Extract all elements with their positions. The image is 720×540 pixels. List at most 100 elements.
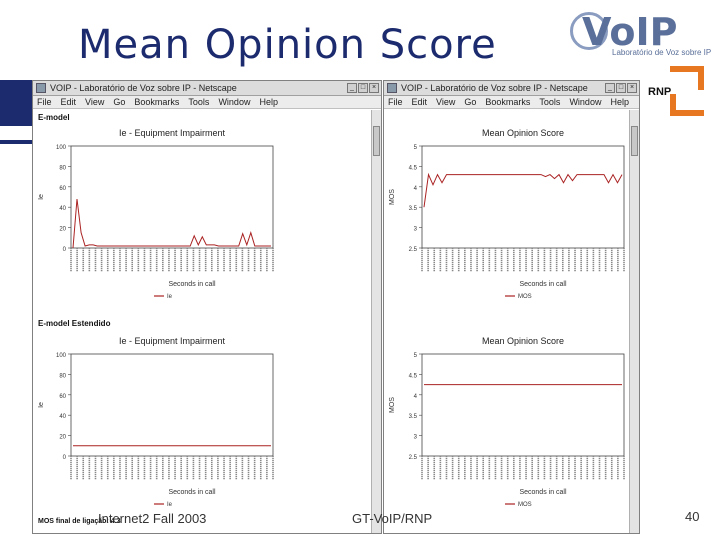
section-label-emodel-extended: E-model Estendido [38, 319, 111, 328]
maximize-button[interactable]: □ [358, 83, 368, 93]
x-axis-label: Seconds in call [168, 281, 216, 288]
menu-help[interactable]: Help [610, 97, 629, 107]
y-tick-label: 4.5 [409, 373, 418, 379]
menu-file[interactable]: File [388, 97, 403, 107]
browser-window-left[interactable]: VOIP - Laboratório de Voz sobre IP - Net… [32, 80, 382, 534]
y-tick-label: 20 [59, 227, 66, 233]
chart-title: Ie - Equipment Impairment [119, 128, 226, 138]
y-axis-label: MOS [389, 189, 396, 205]
y-tick-label: 3.5 [409, 206, 418, 212]
voip-logo-circle [570, 12, 608, 50]
rnp-logo-text: RNP [648, 86, 672, 98]
x-axis-label: Seconds in call [519, 489, 567, 496]
plot-frame [70, 145, 274, 249]
legend-label: Ie [167, 294, 173, 300]
window-titlebar[interactable]: VOIP - Laboratório de Voz sobre IP - Net… [384, 81, 639, 96]
close-button[interactable]: × [369, 83, 379, 93]
y-tick-label: 100 [56, 353, 67, 359]
scrollbar-thumb[interactable] [373, 126, 380, 156]
minimize-button[interactable]: _ [605, 83, 615, 93]
chart-ie-emodel-extended: Ie - Equipment Impairment 100 80 60 40 20 0 Ie S… [38, 336, 274, 508]
footer-event: Internet2 Fall 2003 [98, 511, 207, 526]
legend-label: MOS [518, 502, 532, 508]
footer-org: GT-VoIP/RNP [352, 511, 433, 526]
netscape-icon [36, 83, 46, 93]
rnp-logo-shape-top [670, 66, 704, 90]
voip-logo-text: VoIP [582, 10, 678, 54]
rnp-logo-shape-bottom [670, 94, 704, 116]
voip-logo: VoIP Laboratório de Voz sobre IP [568, 8, 716, 60]
menu-edit[interactable]: Edit [60, 97, 77, 107]
y-tick-label: 80 [59, 373, 66, 379]
menubar: File Edit View Go Bookmarks Tools Window… [33, 96, 381, 109]
y-tick-label: 2.5 [409, 455, 418, 461]
netscape-icon [387, 83, 397, 93]
menu-view[interactable]: View [85, 97, 105, 107]
y-tick-label: 40 [59, 414, 66, 420]
window-titlebar[interactable]: VOIP - Laboratório de Voz sobre IP - Net… [33, 81, 381, 96]
menu-go[interactable]: Go [464, 97, 477, 107]
menu-go[interactable]: Go [113, 97, 126, 107]
menu-edit[interactable]: Edit [411, 97, 428, 107]
window-title: VOIP - Laboratório de Voz sobre IP - Net… [50, 83, 237, 93]
plot-frame [421, 145, 625, 249]
menu-help[interactable]: Help [259, 97, 278, 107]
chart-mos-emodel-extended: Mean Opinion Score 5 4.5 4 3.5 3 2.5 MOS Seconds… [389, 336, 625, 508]
window-title: VOIP - Laboratório de Voz sobre IP - Net… [401, 83, 588, 93]
legend-label: Ie [167, 502, 173, 508]
menu-tools[interactable]: Tools [539, 97, 561, 107]
menu-file[interactable]: File [37, 97, 52, 107]
voip-logo-subtitle: Laboratório de Voz sobre IP [612, 48, 712, 57]
x-axis-label: Seconds in call [519, 281, 567, 288]
y-tick-label: 4.5 [409, 165, 418, 171]
y-axis-label: Ie [38, 402, 45, 408]
rnp-logo: RNP [648, 64, 708, 120]
y-tick-label: 3.5 [409, 414, 418, 420]
y-tick-label: 0 [63, 455, 67, 461]
slide-title: Mean Opinion Score [78, 22, 497, 68]
menu-window[interactable]: Window [218, 97, 251, 107]
legend-label: MOS [518, 294, 532, 300]
slide-accent-bar [0, 80, 32, 126]
plot-frame [70, 353, 274, 457]
y-tick-label: 3 [414, 435, 418, 441]
x-axis-label: Seconds in call [168, 489, 216, 496]
y-tick-label: 60 [59, 394, 66, 400]
scrollbar-thumb[interactable] [631, 126, 638, 156]
menu-view[interactable]: View [436, 97, 456, 107]
y-tick-label: 100 [56, 145, 67, 151]
page-content: Mean Opinion Score 5 4.5 4 3.5 3 2.5 MOS Seconds… [384, 110, 629, 533]
chart-title: Mean Opinion Score [482, 336, 564, 346]
series-line [72, 198, 271, 249]
y-axis-label: MOS [389, 397, 396, 413]
slide-accent-line [0, 140, 32, 144]
y-tick-label: 2.5 [409, 247, 418, 253]
y-axis-label: Ie [38, 194, 45, 200]
page-number: 40 [685, 509, 700, 524]
menu-window[interactable]: Window [569, 97, 602, 107]
maximize-button[interactable]: □ [616, 83, 626, 93]
chart-mos-emodel: Mean Opinion Score 5 4.5 4 3.5 3 2.5 MOS Seconds… [389, 128, 625, 300]
page-content: E-model Ie - Equipment Impairment 100 80 60… [33, 110, 371, 533]
browser-window-right[interactable]: VOIP - Laboratório de Voz sobre IP - Net… [383, 80, 640, 534]
minimize-button[interactable]: _ [347, 83, 357, 93]
menu-tools[interactable]: Tools [188, 97, 210, 107]
y-tick-label: 5 [414, 145, 418, 151]
vertical-scrollbar[interactable] [371, 110, 381, 533]
y-tick-label: 80 [59, 165, 66, 171]
y-tick-label: 0 [63, 247, 67, 253]
chart-title: Mean Opinion Score [482, 128, 564, 138]
y-tick-label: 3 [414, 227, 418, 233]
y-tick-label: 20 [59, 435, 66, 441]
menu-bookmarks[interactable]: Bookmarks [485, 97, 531, 107]
y-tick-label: 4 [414, 394, 418, 400]
y-tick-label: 60 [59, 186, 66, 192]
close-button[interactable]: × [627, 83, 637, 93]
menu-bookmarks[interactable]: Bookmarks [134, 97, 180, 107]
series-line [423, 172, 623, 208]
vertical-scrollbar[interactable] [629, 110, 639, 533]
section-label-emodel: E-model [38, 113, 70, 122]
menubar: File Edit View Go Bookmarks Tools Window… [384, 96, 639, 109]
chart-ie-emodel: Ie - Equipment Impairment 100 80 60 40 20 0 Ie S… [38, 128, 274, 300]
plot-frame [421, 353, 625, 457]
